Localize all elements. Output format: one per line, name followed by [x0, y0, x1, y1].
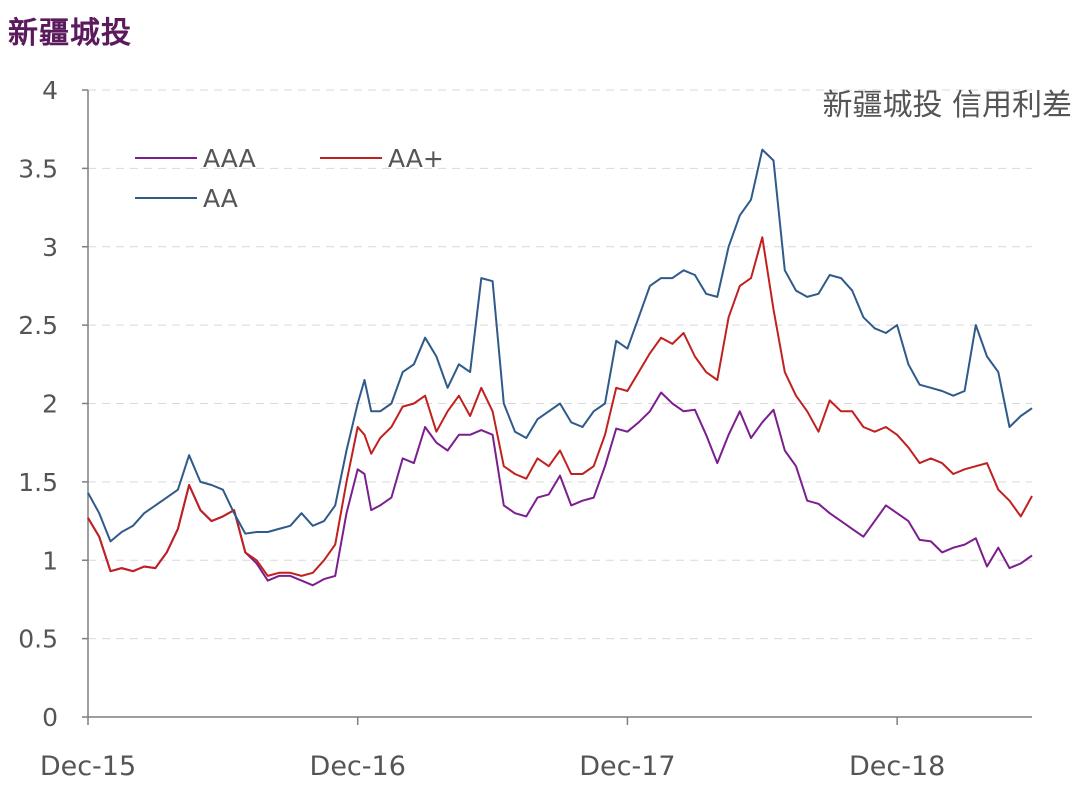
y-tick-label: 0: [42, 703, 58, 732]
y-tick-label: 1.5: [18, 468, 58, 497]
y-tick-label: 0.5: [18, 625, 58, 654]
series-lines: [87, 148, 1033, 587]
y-axis-ticks: 0 0.5 1 1.5 2 2.5 3 3.5 4: [18, 76, 88, 732]
y-tick-label: 3.5: [18, 154, 58, 183]
x-tick-label: Dec-17: [579, 751, 675, 782]
y-tick-label: 2: [42, 390, 58, 419]
y-tick-label: 2.5: [18, 311, 58, 340]
series-line-aa-plus: [87, 236, 1033, 577]
gridlines: [88, 89, 1032, 640]
y-tick-label: 4: [42, 76, 58, 105]
legend-label: AAA: [203, 144, 256, 173]
x-tick-label: Dec-15: [40, 751, 136, 782]
legend-label: AA+: [388, 144, 444, 173]
chart-title: 新疆城投 信用利差: [822, 88, 1072, 123]
series-line-aaa: [87, 391, 1033, 587]
page-title: 新疆城投: [8, 16, 132, 51]
series-line-aa: [87, 148, 1033, 543]
x-tick-label: Dec-18: [849, 751, 945, 782]
x-tick-label: Dec-16: [310, 751, 406, 782]
legend: AAA AA+ AA: [135, 144, 444, 213]
y-tick-label: 3: [42, 233, 58, 262]
y-tick-label: 1: [42, 546, 58, 575]
x-axis-ticks: Dec-15 Dec-16 Dec-17 Dec-18: [40, 717, 945, 782]
legend-label: AA: [203, 184, 238, 213]
